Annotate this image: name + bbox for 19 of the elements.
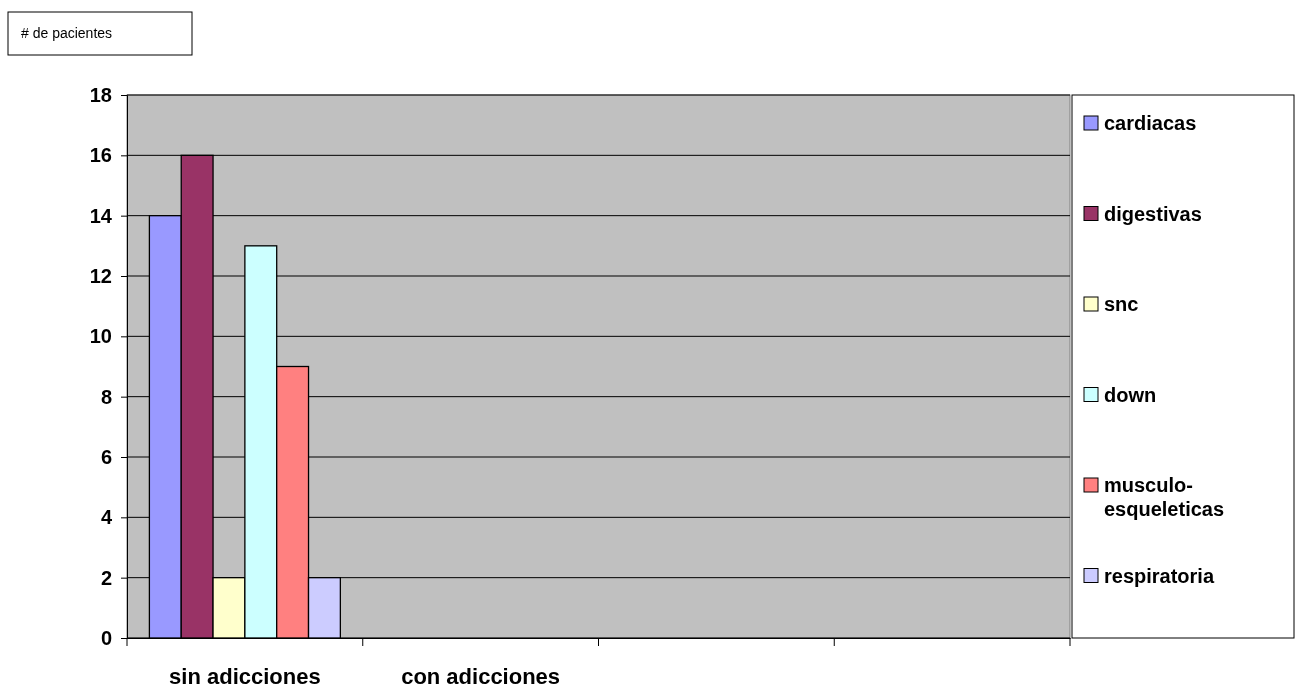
y-tick-label: 0 <box>100 626 112 649</box>
y-tick-label: 12 <box>89 264 112 287</box>
legend-label: respiratoria <box>1104 564 1215 587</box>
y-tick-label: 10 <box>89 325 112 348</box>
legend-label: musculo-esqueleticas <box>1104 474 1225 520</box>
y-axis-title: # de pacientes <box>21 25 113 41</box>
y-tick-label: 8 <box>100 385 112 408</box>
legend-label: down <box>1104 383 1157 406</box>
legend-label: digestivas <box>1104 202 1202 225</box>
legend-label: snc <box>1104 293 1139 315</box>
y-tick-label: 4 <box>100 506 113 529</box>
x-tick-label: con adicciones <box>401 664 561 689</box>
y-tick-label: 16 <box>89 144 112 167</box>
y-tick-label: 6 <box>100 445 112 468</box>
legend-label: cardiacas <box>1104 112 1197 134</box>
x-tick-label: sin adicciones <box>169 664 321 689</box>
y-tick-label: 14 <box>89 204 113 227</box>
y-tick-label: 18 <box>89 83 112 106</box>
y-tick-label: 2 <box>100 566 112 589</box>
